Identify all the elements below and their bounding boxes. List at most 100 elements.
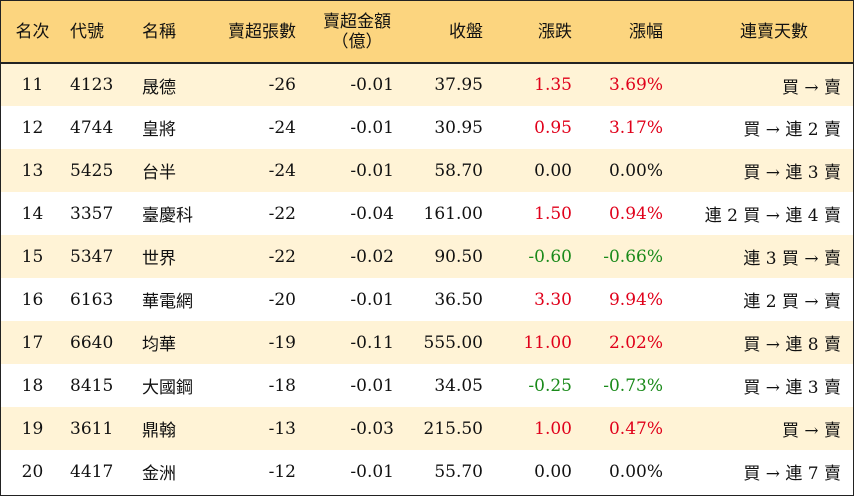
cell-rank: 19 bbox=[21, 418, 44, 439]
cell-rank: 11 bbox=[21, 75, 44, 95]
cell-name: 鼎翰 bbox=[142, 421, 176, 441]
cell-sell-shares: -22 bbox=[268, 246, 296, 267]
cell-change-pct: 0.00% bbox=[608, 160, 663, 181]
header-change: 漲跌 bbox=[495, 1, 584, 64]
cell-rank: 14 bbox=[21, 203, 44, 224]
cell-rank: 16 bbox=[21, 289, 44, 310]
cell-sell-shares: -19 bbox=[268, 332, 296, 353]
cell-change-pct: 3.69% bbox=[608, 75, 663, 95]
table-row: 18 8415 大國鋼 -18 -0.01 34.05 -0.25 -0.73% 買 → 連 3… bbox=[1, 364, 853, 407]
header-sell-amount-line1: 賣超金額 bbox=[323, 11, 391, 32]
cell-change-pct: 0.47% bbox=[608, 418, 663, 439]
header-rank: 名次 bbox=[1, 1, 64, 64]
cell-rank: 13 bbox=[21, 160, 44, 181]
cell-consecutive-days: 買 → 連 7 賣 bbox=[743, 464, 841, 484]
cell-close: 161.00 bbox=[423, 203, 483, 224]
header-change-pct: 漲幅 bbox=[584, 1, 675, 64]
cell-change-pct: 2.02% bbox=[608, 332, 663, 353]
cell-change: 3.30 bbox=[534, 289, 572, 310]
cell-change-pct: -0.66% bbox=[603, 246, 663, 267]
cell-name: 臺慶科 bbox=[142, 206, 193, 226]
header-close: 收盤 bbox=[406, 1, 495, 64]
cell-name: 華電網 bbox=[142, 292, 193, 312]
cell-code: 5347 bbox=[70, 246, 114, 267]
cell-change: 0.00 bbox=[534, 461, 572, 482]
cell-change: -0.25 bbox=[528, 375, 572, 396]
cell-code: 6640 bbox=[70, 332, 114, 353]
table-row: 14 3357 臺慶科 -22 -0.04 161.00 1.50 0.94% 連 2 買 → … bbox=[1, 192, 853, 235]
cell-change: 1.50 bbox=[534, 203, 572, 224]
cell-change-pct: -0.73% bbox=[603, 375, 663, 396]
cell-name: 金洲 bbox=[142, 464, 176, 484]
cell-change-pct: 3.17% bbox=[608, 117, 663, 138]
cell-rank: 15 bbox=[21, 246, 44, 267]
cell-consecutive-days: 連 3 買 → 賣 bbox=[743, 249, 841, 269]
cell-change-pct: 0.94% bbox=[608, 203, 663, 224]
cell-name: 世界 bbox=[142, 249, 176, 269]
cell-close: 90.50 bbox=[434, 246, 483, 267]
cell-rank: 17 bbox=[21, 332, 44, 353]
cell-sell-shares: -24 bbox=[268, 117, 296, 138]
cell-close: 555.00 bbox=[423, 332, 483, 353]
cell-rank: 18 bbox=[21, 375, 44, 396]
cell-code: 3611 bbox=[70, 418, 114, 439]
table-row: 15 5347 世界 -22 -0.02 90.50 -0.60 -0.66% 連 3 買 → … bbox=[1, 235, 853, 278]
header-consecutive-days: 連賣天數 bbox=[675, 1, 853, 64]
cell-sell-shares: -20 bbox=[268, 289, 296, 310]
cell-close: 36.50 bbox=[434, 289, 483, 310]
cell-close: 30.95 bbox=[434, 117, 483, 138]
header-sell-shares: 賣超張數 bbox=[210, 1, 308, 64]
cell-code: 8415 bbox=[70, 375, 114, 396]
cell-name: 皇將 bbox=[142, 120, 176, 140]
cell-name: 晟德 bbox=[142, 77, 176, 98]
cell-name: 均華 bbox=[142, 335, 176, 355]
table-row: 20 4417 金洲 -12 -0.01 55.70 0.00 0.00% 買 → 連 7 賣 bbox=[1, 450, 853, 493]
cell-sell-shares: -13 bbox=[268, 418, 296, 439]
table-row: 13 5425 台半 -24 -0.01 58.70 0.00 0.00% 買 → 連 3 賣 bbox=[1, 149, 853, 192]
cell-sell-shares: -26 bbox=[268, 75, 296, 95]
cell-close: 58.70 bbox=[434, 160, 483, 181]
table-row: 11 4123 晟德 -26 -0.01 37.95 1.35 3.69% 買 → 賣 bbox=[1, 63, 853, 106]
cell-consecutive-days: 買 → 連 8 賣 bbox=[743, 335, 841, 355]
cell-consecutive-days: 買 → 連 2 賣 bbox=[743, 120, 841, 140]
cell-sell-amount: -0.03 bbox=[350, 418, 394, 439]
cell-change: 11.00 bbox=[523, 332, 572, 353]
cell-sell-amount: -0.01 bbox=[350, 461, 394, 482]
cell-name: 大國鋼 bbox=[142, 378, 193, 398]
cell-change-pct: 0.00% bbox=[608, 461, 663, 482]
cell-consecutive-days: 買 → 連 3 賣 bbox=[743, 378, 841, 398]
cell-sell-shares: -24 bbox=[268, 160, 296, 181]
cell-code: 4123 bbox=[70, 75, 114, 95]
cell-close: 37.95 bbox=[434, 75, 483, 95]
cell-consecutive-days: 買 → 連 3 賣 bbox=[743, 163, 841, 183]
cell-change: 0.95 bbox=[534, 117, 572, 138]
header-code: 代號 bbox=[64, 1, 129, 64]
cell-sell-amount: -0.01 bbox=[350, 160, 394, 181]
cell-change: 1.35 bbox=[534, 75, 572, 95]
cell-sell-amount: -0.01 bbox=[350, 75, 394, 95]
cell-code: 4744 bbox=[70, 117, 114, 138]
cell-close: 215.50 bbox=[423, 418, 483, 439]
table-row: 19 3611 鼎翰 -13 -0.03 215.50 1.00 0.47% 買 → 賣 bbox=[1, 407, 853, 450]
cell-sell-amount: -0.11 bbox=[350, 332, 394, 353]
cell-sell-shares: -22 bbox=[268, 203, 296, 224]
cell-change: -0.60 bbox=[528, 246, 572, 267]
cell-sell-amount: -0.01 bbox=[350, 117, 394, 138]
cell-consecutive-days: 連 2 買 → 連 4 賣 bbox=[704, 206, 841, 226]
cell-code: 5425 bbox=[70, 160, 114, 181]
table-row: 12 4744 皇將 -24 -0.01 30.95 0.95 3.17% 買 → 連 2 賣 bbox=[1, 106, 853, 149]
cell-consecutive-days: 買 → 賣 bbox=[781, 77, 841, 98]
header-sell-amount: 賣超金額 （億） bbox=[308, 1, 406, 64]
cell-sell-amount: -0.01 bbox=[350, 289, 394, 310]
cell-name: 台半 bbox=[142, 163, 176, 183]
cell-close: 34.05 bbox=[434, 375, 483, 396]
cell-sell-amount: -0.01 bbox=[350, 375, 394, 396]
cell-rank: 12 bbox=[21, 117, 44, 138]
cell-code: 6163 bbox=[70, 289, 114, 310]
cell-code: 3357 bbox=[70, 203, 114, 224]
cell-sell-amount: -0.04 bbox=[350, 203, 394, 224]
cell-sell-shares: -18 bbox=[268, 375, 296, 396]
cell-consecutive-days: 連 2 買 → 賣 bbox=[743, 292, 841, 312]
